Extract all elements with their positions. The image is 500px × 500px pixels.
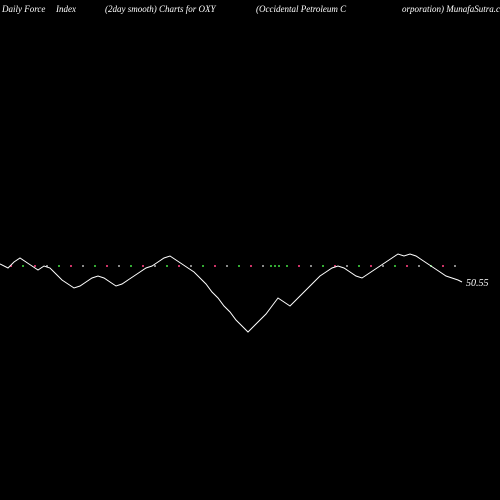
force-index-chart: 50.55 xyxy=(0,0,500,500)
price-line xyxy=(0,0,500,500)
current-price-label: 50.55 xyxy=(466,278,489,289)
